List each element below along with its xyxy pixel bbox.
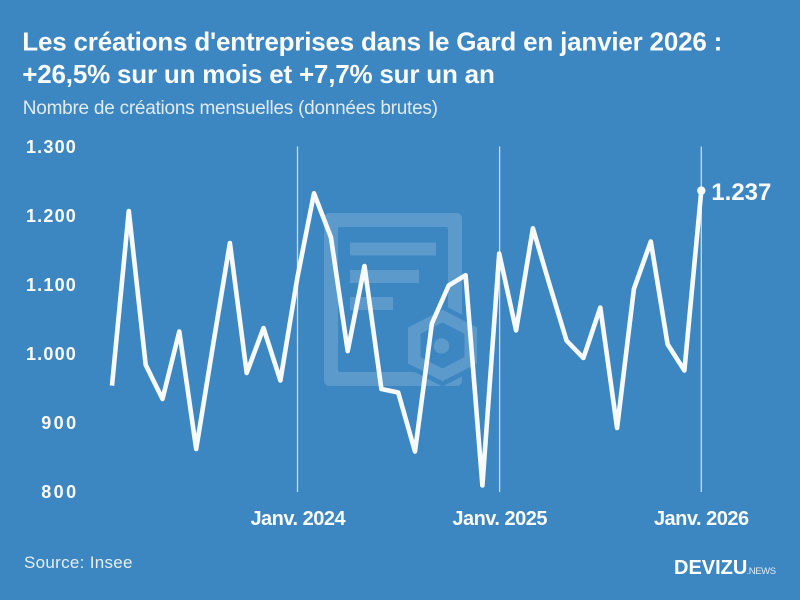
svg-text:.NEWS: .NEWS [747,566,776,577]
svg-text:1.237: 1.237 [711,179,771,206]
svg-text:Janv. 2024: Janv. 2024 [250,508,346,530]
svg-text:Nombre de créations mensuelles: Nombre de créations mensuelles (données … [23,98,438,119]
svg-text:1.100: 1.100 [26,275,77,295]
svg-text:Janv. 2026: Janv. 2026 [654,508,749,530]
svg-text:1.300: 1.300 [26,137,77,157]
svg-text:800: 800 [41,482,78,502]
svg-text:Janv. 2025: Janv. 2025 [452,508,547,530]
svg-text:+26,5% sur un mois et +7,7% su: +26,5% sur un mois et +7,7% sur un an [22,59,494,89]
svg-text:Les créations d'entreprises da: Les créations d'entreprises dans le Gard… [22,27,722,57]
svg-text:1.000: 1.000 [26,344,77,364]
svg-text:1.200: 1.200 [26,206,77,226]
svg-text:Source: Insee: Source: Insee [24,553,133,572]
svg-text:900: 900 [41,413,78,433]
svg-text:DEVIZU: DEVIZU [674,557,747,579]
